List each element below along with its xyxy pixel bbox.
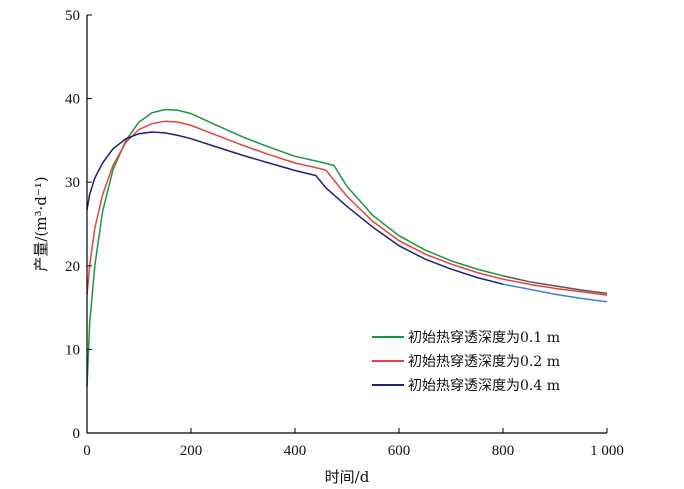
y-tick-label: 0: [73, 426, 81, 442]
y-tick-label: 50: [65, 8, 80, 24]
series-line-1: [86, 108, 504, 388]
legend: 初始热穿透深度为0.1 m 初始热穿透深度为0.2 m 初始热穿透深度为0.4 m: [372, 329, 560, 394]
series-line-2: [86, 120, 504, 296]
x-tick-label: 1 000: [590, 443, 624, 459]
series-line-tail-2: [502, 278, 608, 296]
y-tick-label: 10: [65, 342, 80, 358]
x-ticks: 0 200 400 600 800 1 000: [83, 428, 624, 459]
series-line-tail-1: [502, 275, 608, 295]
x-tick-label: 400: [284, 443, 307, 459]
legend-label-1: 初始热穿透深度为0.1 m: [408, 329, 560, 346]
plot-area: [86, 108, 608, 388]
series-line-tail-3: [502, 283, 608, 303]
y-tick-label: 20: [65, 259, 80, 275]
y-tick-label: 30: [65, 175, 80, 191]
y-ticks: 0 10 20 30 40 50: [65, 8, 92, 442]
series-line-3: [86, 131, 504, 285]
y-tick-label: 40: [65, 92, 80, 108]
x-axis-title: 时间/d: [325, 468, 370, 486]
y-axis-title: 产量/(m³·d⁻¹): [32, 176, 50, 271]
legend-label-2: 初始热穿透深度为0.2 m: [408, 353, 560, 370]
legend-label-3: 初始热穿透深度为0.4 m: [408, 377, 560, 394]
axes: 0 200 400 600 800 1 000 0 10 20 30 40 50 时间/d 产量/(…: [32, 8, 624, 486]
x-tick-label: 800: [492, 443, 515, 459]
x-tick-label: 200: [180, 443, 203, 459]
x-tick-label: 0: [83, 443, 91, 459]
x-tick-label: 600: [388, 443, 411, 459]
